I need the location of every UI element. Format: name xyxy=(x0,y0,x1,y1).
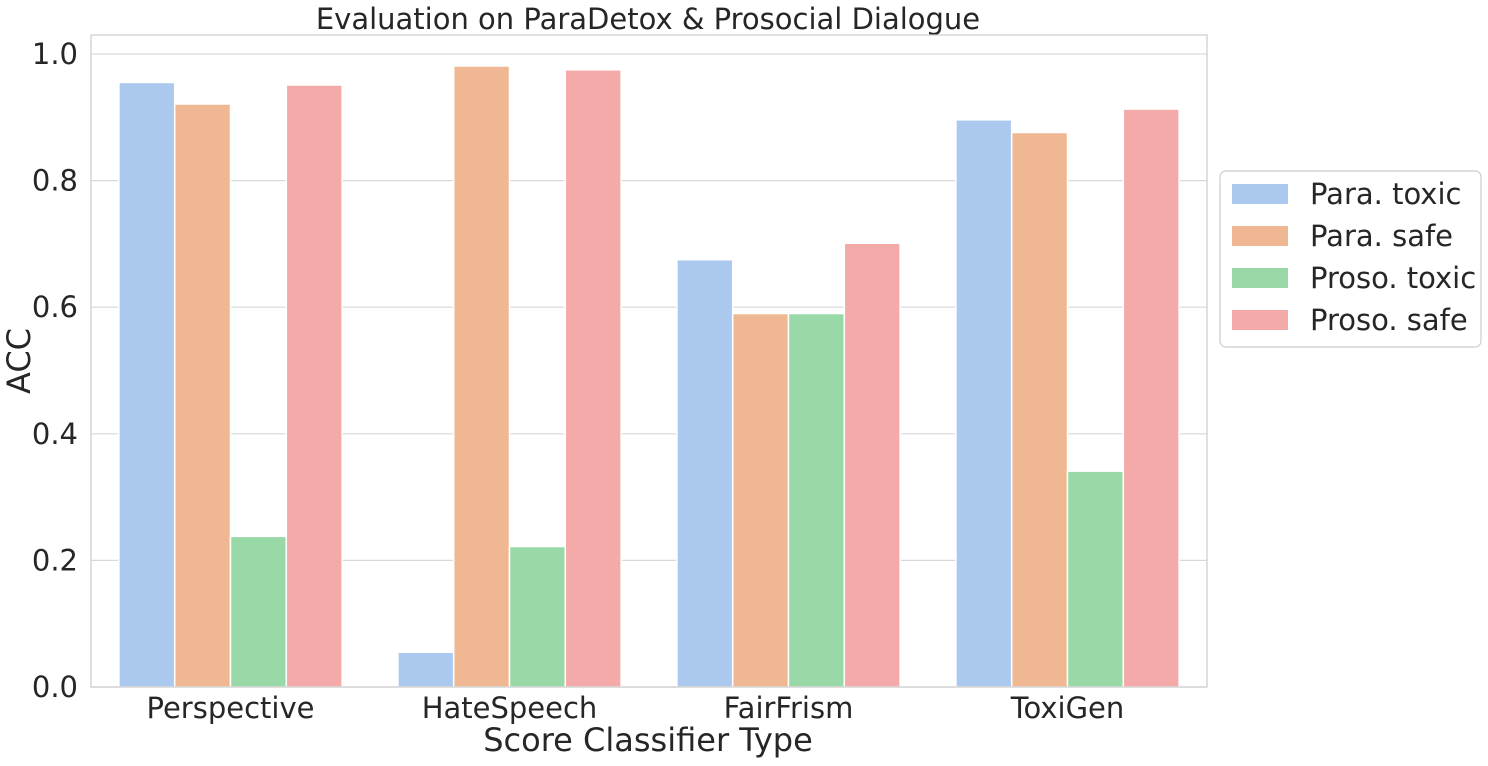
legend-swatch xyxy=(1232,184,1288,204)
x-tick-label: FairFrism xyxy=(724,691,854,725)
bars xyxy=(118,65,1180,688)
bar xyxy=(1010,131,1069,688)
x-tick-label: Perspective xyxy=(147,691,315,725)
legend-label: Proso. toxic xyxy=(1310,261,1476,295)
bar xyxy=(1066,470,1125,688)
y-tick-label: 0.0 xyxy=(32,670,78,704)
legend-label: Para. toxic xyxy=(1310,177,1461,211)
bar xyxy=(731,312,790,688)
x-tick-label: ToxiGen xyxy=(1010,691,1125,725)
legend: Para. toxic Para. safe Proso. toxic Proso. … xyxy=(1219,170,1482,348)
legend-swatch xyxy=(1232,226,1288,246)
y-tick-labels: 0.0 0.2 0.4 0.6 0.8 1.0 xyxy=(32,37,78,704)
y-tick-label: 1.0 xyxy=(32,37,78,71)
legend-swatch xyxy=(1232,310,1288,330)
bar xyxy=(508,545,567,688)
legend-label: Para. safe xyxy=(1310,219,1453,253)
bar xyxy=(1122,108,1180,688)
legend-label: Proso. safe xyxy=(1310,303,1468,337)
bar xyxy=(955,119,1013,688)
bar xyxy=(564,69,622,688)
bar xyxy=(229,535,288,688)
bar xyxy=(397,651,455,688)
y-tick-label: 0.2 xyxy=(32,543,78,577)
legend-swatch xyxy=(1232,268,1288,288)
bar xyxy=(285,84,343,688)
bar xyxy=(118,81,176,688)
bar xyxy=(843,242,901,688)
plot-frame xyxy=(90,34,1208,688)
legend-box xyxy=(1219,170,1482,348)
chart-title: Evaluation on ParaDetox & Prosocial Dial… xyxy=(316,2,980,36)
x-tick-labels: Perspective HateSpeech FairFrism ToxiGen xyxy=(147,691,1125,725)
bar xyxy=(787,312,846,688)
bar xyxy=(452,65,511,688)
y-axis-label: ACC xyxy=(0,328,38,394)
y-tick-label: 0.8 xyxy=(32,164,78,198)
y-tick-label: 0.6 xyxy=(32,290,78,324)
x-tick-label: HateSpeech xyxy=(422,691,598,725)
bar xyxy=(676,258,734,688)
x-axis-label: Score Classifier Type xyxy=(483,721,813,759)
y-tick-label: 0.4 xyxy=(32,417,78,451)
bar xyxy=(173,103,232,688)
